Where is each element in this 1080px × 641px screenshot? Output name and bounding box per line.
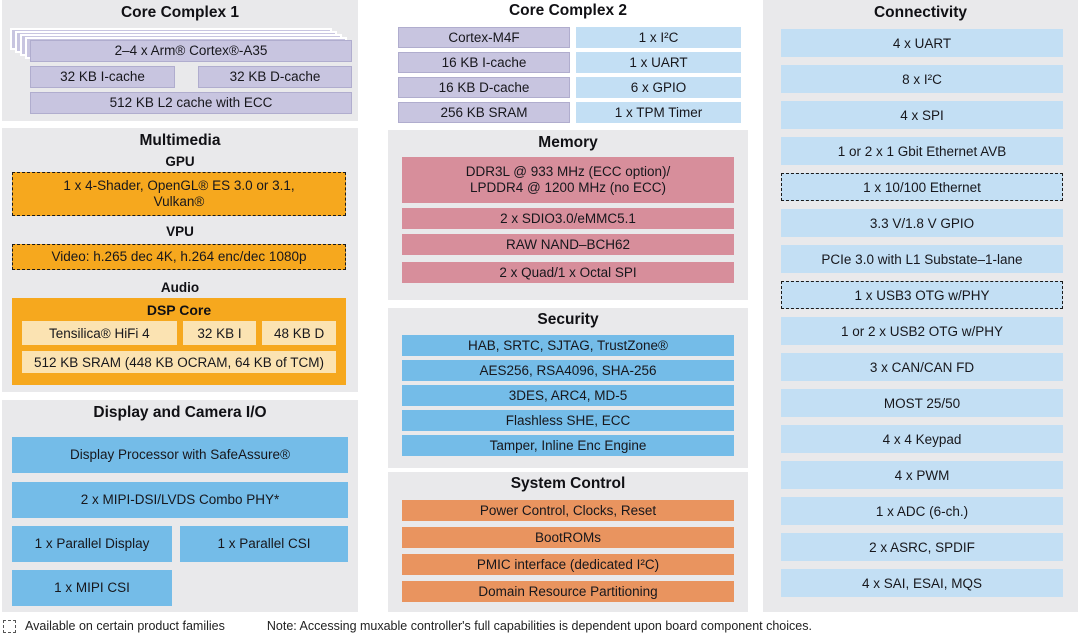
cc2-left-block: 16 KB I-cache	[398, 52, 570, 73]
audio-label: Audio	[160, 280, 200, 295]
dsp-cell-icache: 32 KB I	[182, 321, 257, 345]
panel-title: Multimedia	[139, 132, 221, 149]
panel-security: Security HAB, SRTC, SJTAG, TrustZone® AE…	[388, 308, 748, 468]
cc2-left-block: 16 KB D-cache	[398, 77, 570, 98]
ddr-line-1: DDR3L @ 933 MHz (ECC option)/	[465, 164, 671, 180]
block-vpu: Video: h.265 dec 4K, h.264 enc/dec 1080p	[12, 244, 346, 270]
connectivity-block: 4 x 4 Keypad	[781, 425, 1063, 453]
connectivity-block: 3.3 V/1.8 V GPIO	[781, 209, 1063, 237]
dashed-box-legend-icon	[3, 619, 16, 633]
cc2-right-block: 1 x TPM Timer	[576, 102, 741, 123]
block-sdio: 2 x SDIO3.0/eMMC5.1	[402, 208, 734, 229]
legend-label: Available on certain product families	[25, 619, 225, 633]
panel-title: Connectivity	[873, 4, 967, 21]
connectivity-block: 8 x I²C	[781, 65, 1063, 93]
system-control-block: Domain Resource Partitioning	[402, 581, 734, 602]
connectivity-block: 1 x ADC (6-ch.)	[781, 497, 1063, 525]
system-control-block: PMIC interface (dedicated I²C)	[402, 554, 734, 575]
connectivity-block: 1 or 2 x USB2 OTG w/PHY	[781, 317, 1063, 345]
cc2-right-block: 6 x GPIO	[576, 77, 741, 98]
connectivity-block: 4 x PWM	[781, 461, 1063, 489]
security-block: HAB, SRTC, SJTAG, TrustZone®	[402, 335, 734, 356]
ddr-line-2: LPDDR4 @ 1200 MHz (no ECC)	[469, 180, 666, 195]
block-parallel-csi: 1 x Parallel CSI	[180, 526, 348, 562]
cc2-right-block: 1 x I²C	[576, 27, 741, 48]
cc2-left-block: 256 KB SRAM	[398, 102, 570, 123]
block-cpu-cores: 2–4 x Arm® Cortex®-A35	[30, 40, 352, 62]
panel-title: Display and Camera I/O	[93, 404, 267, 421]
footer-note: Note: Accessing muxable controller's ful…	[266, 619, 812, 633]
section-core-complex-2: Core Complex 2 Cortex-M4F 1 x I²C 16 KB …	[388, 0, 748, 126]
connectivity-block: 2 x ASRC, SPDIF	[781, 533, 1063, 561]
dsp-cell-hifi: Tensilica® HiFi 4	[22, 321, 177, 345]
block-dcache: 32 KB D-cache	[198, 66, 352, 88]
connectivity-block: PCIe 3.0 with L1 Substate–1-lane	[781, 245, 1063, 273]
connectivity-block: 4 x SAI, ESAI, MQS	[781, 569, 1063, 597]
cc2-right-block: 1 x UART	[576, 52, 741, 73]
block-quad-octal-spi: 2 x Quad/1 x Octal SPI	[402, 262, 734, 283]
block-ddr: DDR3L @ 933 MHz (ECC option)/ LPDDR4 @ 1…	[402, 157, 734, 203]
block-raw-nand: RAW NAND–BCH62	[402, 234, 734, 255]
security-block: Tamper, Inline Enc Engine	[402, 435, 734, 456]
panel-core-complex-1: Core Complex 1 2–4 x Arm® Cortex®-A35 32…	[2, 0, 358, 121]
dsp-sram: 512 KB SRAM (448 KB OCRAM, 64 KB of TCM)	[22, 351, 336, 373]
footer: Available on certain product families No…	[3, 619, 812, 633]
connectivity-block: 1 or 2 x 1 Gbit Ethernet AVB	[781, 137, 1063, 165]
panel-title: Security	[537, 311, 599, 328]
block-dsp-core: DSP Core Tensilica® HiFi 4 32 KB I 48 KB…	[12, 298, 346, 385]
block-display-processor: Display Processor with SafeAssure®	[12, 437, 348, 473]
dsp-core-title: DSP Core	[146, 302, 212, 318]
security-block: 3DES, ARC4, MD-5	[402, 385, 734, 406]
cc2-left-block: Cortex-M4F	[398, 27, 570, 48]
connectivity-block-list: 4 x UART 8 x I²C 4 x SPI 1 or 2 x 1 Gbit…	[781, 29, 1063, 597]
dsp-cell-dcache: 48 KB D	[262, 321, 336, 345]
block-parallel-display: 1 x Parallel Display	[12, 526, 172, 562]
panel-title: Memory	[538, 134, 598, 151]
connectivity-block: 4 x UART	[781, 29, 1063, 57]
connectivity-block-dashed: 1 x 10/100 Ethernet	[781, 173, 1063, 201]
vpu-label: VPU	[166, 224, 194, 239]
connectivity-block-dashed: 1 x USB3 OTG w/PHY	[781, 281, 1063, 309]
panel-multimedia: Multimedia GPU 1 x 4-Shader, OpenGL® ES …	[2, 128, 358, 392]
panel-system-control: System Control Power Control, Clocks, Re…	[388, 472, 748, 612]
connectivity-block: MOST 25/50	[781, 389, 1063, 417]
connectivity-block: 3 x CAN/CAN FD	[781, 353, 1063, 381]
section-title: Core Complex 2	[508, 2, 627, 19]
block-gpu: 1 x 4-Shader, OpenGL® ES 3.0 or 3.1, Vul…	[12, 172, 346, 216]
block-mipi-csi: 1 x MIPI CSI	[12, 570, 172, 606]
panel-display-camera: Display and Camera I/O Display Processor…	[2, 400, 358, 612]
panel-memory: Memory DDR3L @ 933 MHz (ECC option)/ LPD…	[388, 130, 748, 300]
system-control-block: Power Control, Clocks, Reset	[402, 500, 734, 521]
block-icache: 32 KB I-cache	[30, 66, 175, 88]
gpu-label: GPU	[165, 154, 195, 169]
panel-connectivity: Connectivity 4 x UART 8 x I²C 4 x SPI 1 …	[763, 0, 1078, 612]
block-l2-cache: 512 KB L2 cache with ECC	[30, 92, 352, 114]
security-block: Flashless SHE, ECC	[402, 410, 734, 431]
connectivity-block: 4 x SPI	[781, 101, 1063, 129]
block-mipi-dsi-lvds: 2 x MIPI-DSI/LVDS Combo PHY*	[12, 482, 348, 518]
security-block: AES256, RSA4096, SHA-256	[402, 360, 734, 381]
panel-title: System Control	[510, 475, 626, 492]
panel-title: Core Complex 1	[120, 4, 239, 21]
system-control-block: BootROMs	[402, 527, 734, 548]
